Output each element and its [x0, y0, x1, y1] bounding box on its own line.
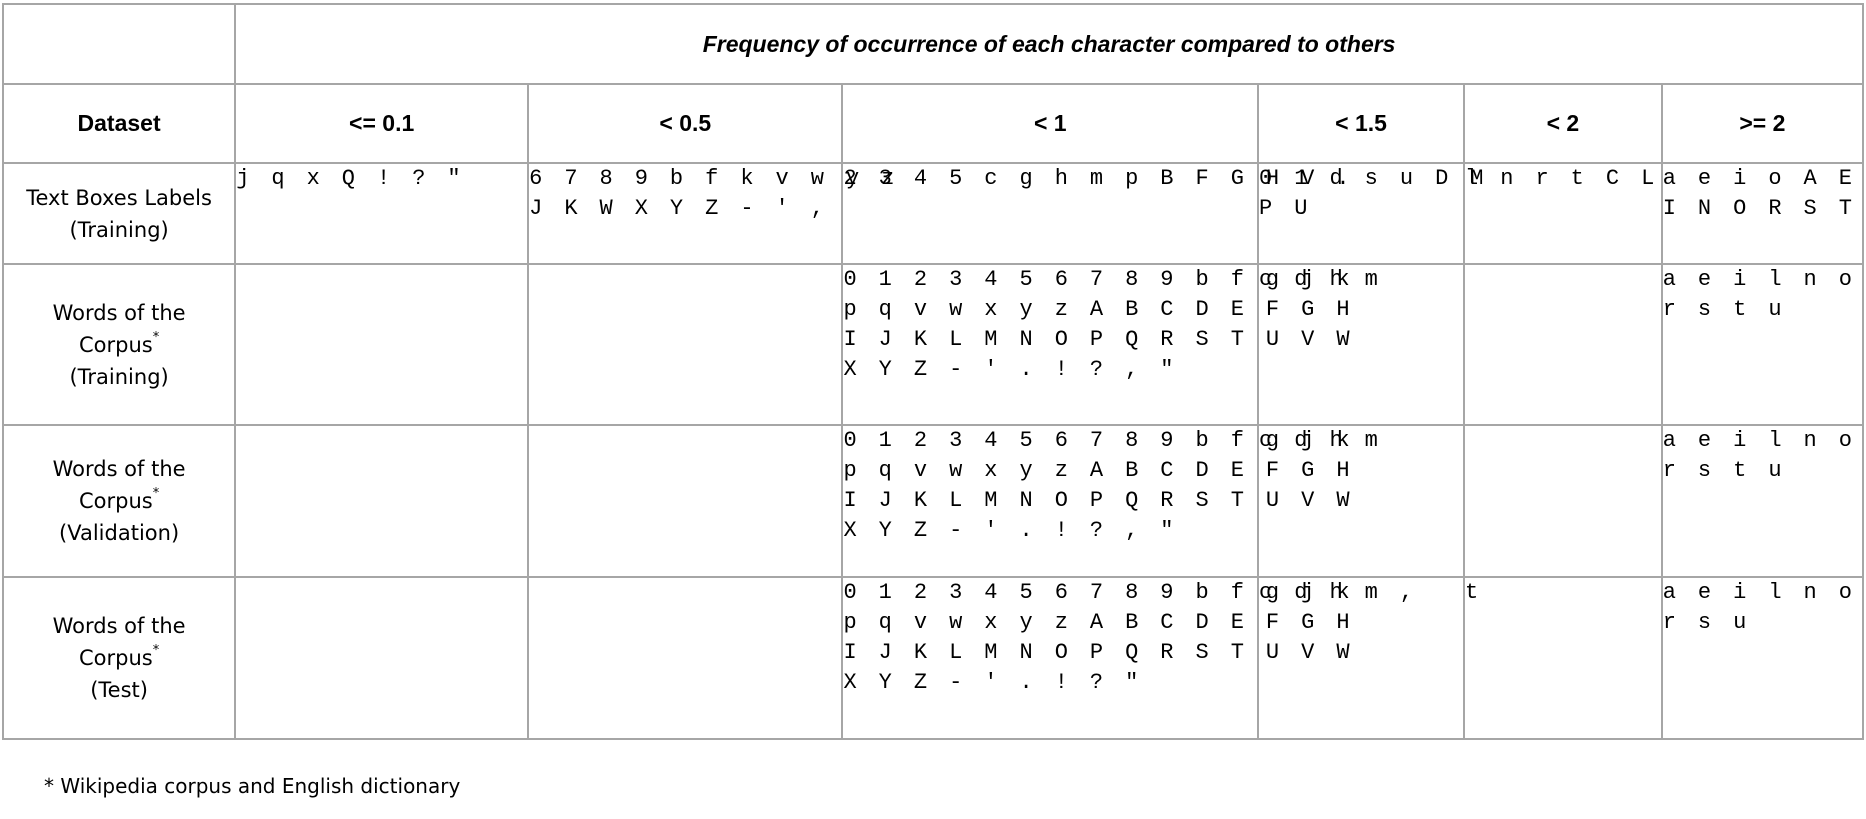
character-cell: [234, 424, 530, 578]
character-cell: 0 1 2 3 4 5 6 7 8 9 b f g j k p q v w x y…: [841, 263, 1354, 426]
dataset-name-line: Words of the: [52, 300, 186, 325]
frequency-group-header: Frequency of occurrence of each characte…: [234, 3, 1864, 85]
dataset-cell: Words of the Corpus* (Training): [1, 263, 237, 426]
character-cell: a e i l n o r s t u: [1660, 424, 1865, 578]
character-line: c d h m: [1259, 267, 1383, 292]
character-cell: [1463, 424, 1663, 578]
character-line: I N O R S T: [1662, 196, 1857, 221]
footnote-marker: *: [152, 486, 160, 501]
character-line: a e i l n o: [1662, 267, 1857, 292]
character-cell: [1463, 263, 1663, 426]
character-line: X Y Z - ' . ! ? , ": [843, 357, 1178, 382]
character-line: r s t u: [1662, 297, 1786, 322]
footnote-marker: *: [152, 643, 160, 658]
character-cell: c d h m: [1257, 263, 1466, 426]
character-cell: j q x Q ! ? ": [234, 162, 530, 265]
character-line: I J K L M N O P Q R S T U V W: [843, 640, 1354, 665]
dataset-split-line: (Test): [90, 678, 148, 702]
column-header-row: Dataset <= 0.1 < 0.5 < 1 < 1.5 < 2 >= 2: [1, 83, 1865, 164]
character-line: J K W X Y Z - ' ,: [529, 196, 829, 221]
dataset-cell: Text Boxes Labels (Training): [1, 162, 237, 265]
footnote-marker: *: [152, 329, 160, 345]
character-line: P U: [1259, 196, 1312, 221]
column-header: < 1.5: [1257, 83, 1466, 164]
character-cell: c d h m: [1257, 424, 1466, 578]
character-cell: [527, 263, 844, 426]
character-line: a e i l n o: [1662, 580, 1857, 605]
character-line: I J K L M N O P Q R S T U V W: [843, 327, 1354, 352]
dataset-cell: Words of the Corpus* (Test): [1, 576, 237, 740]
table-row: Words of the Corpus* (Test) 0 1 2 3 4 5 6 7…: [1, 576, 1865, 740]
character-line: p q v w x y z A B C D E F G H: [843, 297, 1354, 322]
dataset-name-text: Corpus: [78, 489, 153, 513]
character-line: 0 1 2 3 4 5 6 7 8 9 b f g j k: [843, 580, 1354, 605]
dataset-name-line: Words of the: [52, 614, 186, 638]
character-cell: [234, 576, 530, 740]
column-header: < 1: [841, 83, 1260, 164]
character-line: X Y Z - ' . ! ? ": [843, 670, 1143, 695]
dataset-split-line: (Validation): [59, 521, 180, 545]
character-line: c d h m: [1259, 428, 1383, 453]
table-row: Words of the Corpus* (Training) 0 1 2 3 4 5…: [1, 263, 1865, 426]
character-cell: 6 7 8 9 b f k v w y z J K W X Y Z - ' ,: [527, 162, 899, 265]
character-cell: a e i l n o r s t u: [1660, 263, 1865, 426]
character-line: 2 3 4 5 c g h m p B F G H V .: [843, 166, 1354, 191]
character-line: X Y Z - ' . ! ? , ": [843, 518, 1178, 543]
column-header: >= 2: [1660, 83, 1865, 164]
character-cell: 0 1 2 3 4 5 6 7 8 9 b f g j k p q v w x y…: [841, 576, 1354, 740]
dataset-name-text: Corpus: [78, 646, 153, 670]
character-line: j q x Q ! ? ": [236, 166, 466, 191]
table-row: Words of the Corpus* (Validation) 0 1 2 3 4…: [1, 424, 1865, 578]
character-line: I J K L M N O P Q R S T U V W: [843, 488, 1354, 513]
character-line: 6 7 8 9 b f k v w y z: [529, 166, 899, 191]
column-header: < 2: [1463, 83, 1663, 164]
character-line: 0 1 2 3 4 5 6 7 8 9 b f g j k: [843, 428, 1354, 453]
frequency-table: Frequency of occurrence of each characte…: [1, 3, 1865, 740]
character-line: p q v w x y z A B C D E F G H: [843, 458, 1354, 483]
character-line: 0 1 d s u D M: [1259, 166, 1488, 191]
dataset-name-line: Words of the: [52, 457, 186, 481]
dataset-name-text: Corpus: [78, 332, 153, 357]
character-cell: a e i l n o r s u: [1660, 576, 1865, 740]
empty-corner-cell: [1, 3, 237, 85]
character-line: r s t u: [1662, 458, 1786, 483]
character-line: p q v w x y z A B C D E F G H: [843, 610, 1354, 635]
dataset-name-line: Corpus*: [4, 329, 234, 361]
dataset-name-line: Corpus*: [4, 642, 234, 674]
character-line: 0 1 2 3 4 5 6 7 8 9 b f g j k: [843, 267, 1354, 292]
column-header: < 0.5: [527, 83, 844, 164]
character-cell: 0 1 d s u D M P U: [1257, 162, 1488, 265]
character-cell: [527, 576, 844, 740]
dataset-split-line: (Training): [69, 364, 169, 389]
table-body: Text Boxes Labels (Training) j q x Q ! ? "…: [1, 162, 1865, 740]
character-line: t: [1465, 580, 1483, 605]
character-cell: [527, 424, 844, 578]
footnote: * Wikipedia corpus and English dictionar…: [44, 774, 461, 798]
character-cell: c d h m ,: [1257, 576, 1466, 740]
character-cell: 2 3 4 5 c g h m p B F G H V .: [841, 162, 1354, 265]
column-header: <= 0.1: [234, 83, 530, 164]
group-header-row: Frequency of occurrence of each characte…: [1, 3, 1864, 85]
character-line: r s u: [1662, 610, 1751, 635]
character-cell: l n r t C L: [1463, 162, 1663, 265]
character-line: a e i l n o: [1662, 428, 1857, 453]
dataset-name-line: Text Boxes Labels: [26, 185, 212, 210]
character-cell: t: [1463, 576, 1663, 740]
dataset-split-line: (Training): [69, 217, 169, 242]
table-row: Text Boxes Labels (Training) j q x Q ! ? "…: [1, 162, 1865, 265]
character-line: a e i o A E: [1662, 166, 1857, 191]
character-line: l n r t C L: [1465, 166, 1659, 191]
dataset-cell: Words of the Corpus* (Validation): [1, 424, 237, 578]
character-line: c d h m ,: [1259, 580, 1418, 605]
character-cell: a e i o A E I N O R S T: [1660, 162, 1865, 265]
dataset-column-header: Dataset: [1, 83, 237, 164]
dataset-name-line: Corpus*: [4, 485, 234, 517]
character-cell: [234, 263, 530, 426]
character-cell: 0 1 2 3 4 5 6 7 8 9 b f g j k p q v w x y…: [841, 424, 1354, 578]
